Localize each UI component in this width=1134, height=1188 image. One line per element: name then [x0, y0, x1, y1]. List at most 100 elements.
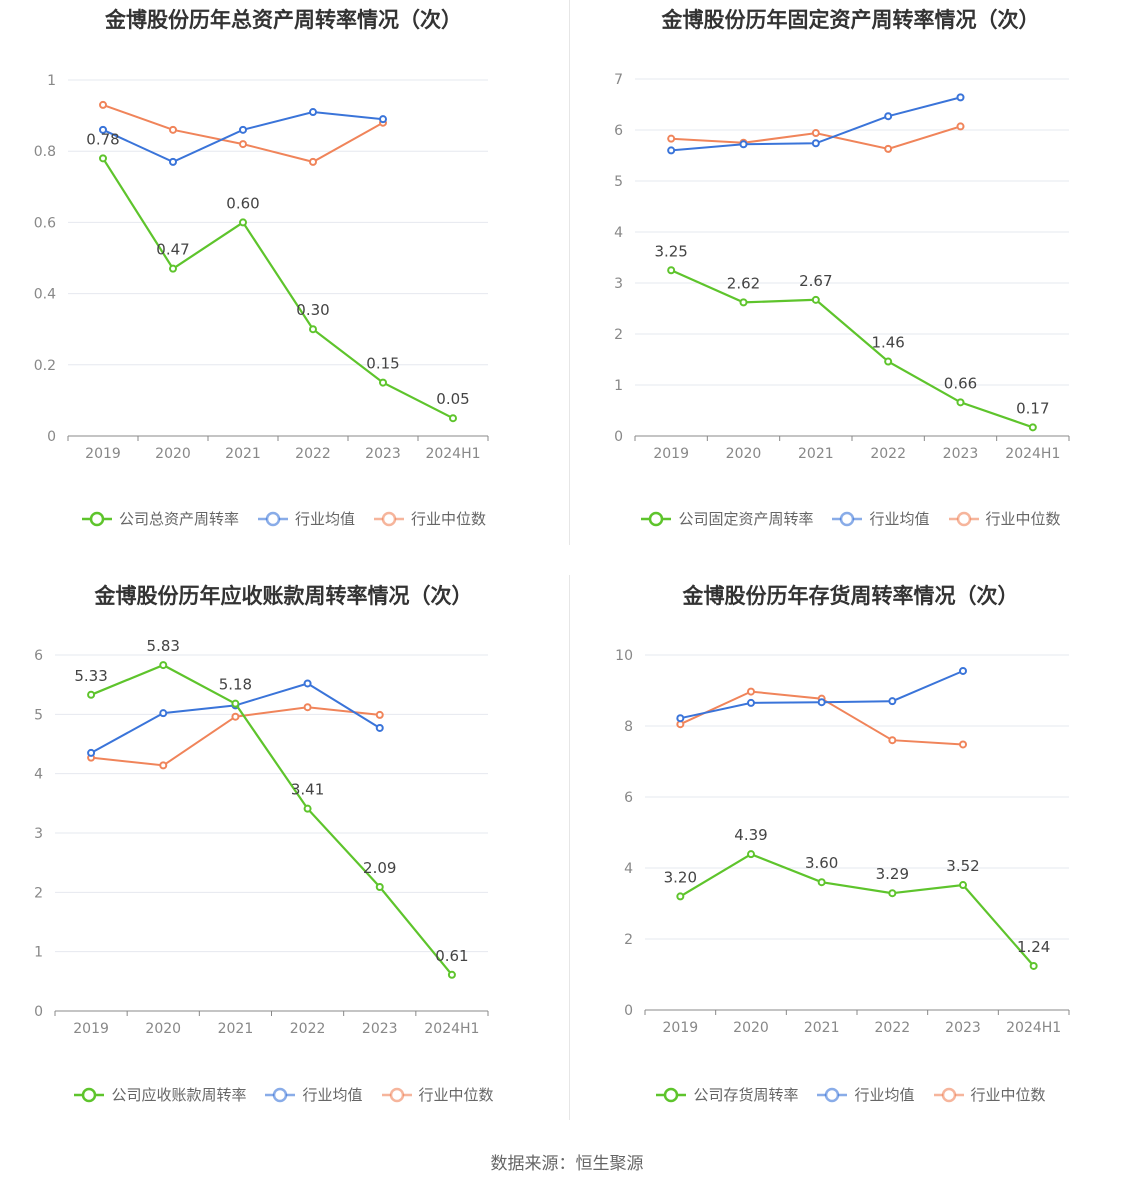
y-tick-label: 0.6: [34, 215, 56, 231]
x-tick-label: 2020: [733, 1020, 769, 1036]
legend-item-company[interactable]: 公司总资产周转率: [81, 508, 239, 529]
data-point-avg: [99, 125, 107, 134]
legend-label: 行业中位数: [970, 1086, 1046, 1104]
data-point-company: [239, 218, 247, 227]
x-tick-label: 2022: [295, 446, 331, 462]
legend-label: 公司应收账款周转率: [111, 1086, 247, 1104]
data-point-avg: [87, 748, 96, 757]
y-tick-label: 6: [34, 648, 43, 664]
chart-title: 金博股份历年存货周转率情况（次）: [682, 584, 1019, 608]
legend-line-icon: [641, 511, 672, 526]
chart-title: 金博股份历年总资产周转率情况（次）: [105, 8, 462, 32]
y-tick-label: 4: [614, 225, 623, 241]
data-label: 3.25: [654, 242, 687, 260]
legend-item-company[interactable]: 公司应收账款周转率: [73, 1084, 246, 1105]
data-label: 3.52: [946, 857, 979, 875]
data-point-avg: [676, 714, 685, 723]
y-tick-label: 3: [614, 276, 623, 292]
y-tick-label: 2: [614, 327, 623, 343]
chart-inventory-turnover: 金博股份历年存货周转率情况（次） 0 2 4 6 8 10 2019 2020 2021 2022…: [567, 576, 1134, 1152]
chart-total-asset-turnover: 金博股份历年总资产周转率情况（次） 0 0.2 0.4 0.6 0.8 1 2019 2020…: [0, 0, 567, 576]
legend-marker: [941, 1087, 956, 1102]
legend-marker: [664, 1087, 679, 1102]
legend-line-icon: [817, 1087, 848, 1102]
data-point-median: [169, 125, 177, 134]
y-tick-label: 0: [624, 1003, 633, 1019]
y-tick-label: 1: [34, 945, 43, 961]
legend-marker: [649, 511, 664, 526]
legend-marker: [381, 511, 397, 526]
legend-item-company[interactable]: 公司固定资产周转率: [640, 508, 813, 529]
legend-item-median[interactable]: 行业中位数: [381, 1084, 494, 1105]
data-point-avg: [811, 139, 820, 148]
x-tick-label: 2024H1: [424, 1021, 479, 1037]
series-line-company: [679, 852, 1035, 967]
y-tick-label: 0: [614, 429, 623, 445]
data-label: 0.47: [156, 241, 189, 259]
data-label: 2.09: [363, 859, 396, 877]
y-tick-label: 5: [34, 707, 43, 723]
data-point-avg: [817, 698, 826, 707]
data-point-avg: [884, 112, 893, 121]
data-point-company: [884, 357, 893, 366]
x-tick-label: 2023: [362, 1021, 398, 1037]
y-tick-label: 2: [624, 932, 633, 948]
x-tick-label: 2022: [290, 1021, 326, 1037]
y-tick-label: 1: [47, 73, 56, 89]
data-point-company: [817, 878, 826, 887]
legend-marker: [389, 1087, 404, 1102]
legend-label: 公司固定资产周转率: [678, 510, 814, 528]
data-point-company: [747, 850, 755, 859]
series-line-company: [102, 157, 454, 420]
data-point-avg: [375, 723, 384, 732]
legend-item-company[interactable]: 公司存货周转率: [655, 1084, 798, 1105]
data-point-avg: [239, 125, 247, 134]
legend-item-median[interactable]: 行业中位数: [948, 508, 1061, 529]
x-tick-label: 2021: [225, 446, 261, 462]
data-point-company: [303, 804, 312, 813]
data-point-avg: [309, 108, 317, 117]
chart-receivables-turnover: 金博股份历年应收账款周转率情况（次） 0 1 2 3 4 5 6 2019 2020 2021 20…: [0, 576, 567, 1152]
chart-plot: 0 0.2 0.4 0.6 0.8 1 2019 2020 2021 2022 2023 2024H1…: [34, 73, 489, 462]
data-point-avg: [739, 140, 748, 149]
y-tick-label: 6: [614, 123, 623, 139]
y-tick-label: 6: [624, 790, 633, 806]
chart-legend: 公司应收账款周转率 行业均值 行业中位数: [0, 1084, 567, 1105]
data-point-avg: [667, 146, 676, 155]
chart-legend: 公司固定资产周转率 行业均值 行业中位数: [567, 508, 1134, 529]
data-label: 0.15: [366, 355, 399, 373]
data-label: 2.67: [799, 272, 832, 290]
legend-line-icon: [933, 1087, 964, 1102]
legend-label: 行业均值: [302, 1086, 363, 1104]
legend-label: 行业均值: [869, 510, 930, 528]
legend-label: 行业均值: [854, 1086, 915, 1104]
legend-line-icon: [81, 511, 112, 526]
legend-line-icon: [656, 1087, 687, 1102]
legend-label: 行业中位数: [411, 510, 487, 528]
data-point-company: [449, 414, 457, 423]
legend-item-avg[interactable]: 行业均值: [816, 1084, 915, 1105]
data-label: 2.62: [727, 274, 760, 292]
legend-item-avg[interactable]: 行业均值: [831, 508, 930, 529]
data-point-median: [667, 134, 676, 143]
x-tick-label: 2020: [145, 1021, 181, 1037]
legend-marker: [265, 511, 281, 526]
data-point-company: [231, 699, 240, 708]
legend-item-avg[interactable]: 行业均值: [264, 1084, 363, 1105]
legend-item-median[interactable]: 行业中位数: [933, 1084, 1046, 1105]
x-tick-label: 2024H1: [1006, 1020, 1061, 1036]
legend-line-icon: [832, 511, 863, 526]
legend-item-avg[interactable]: 行业均值: [257, 508, 355, 529]
x-tick-label: 2020: [726, 446, 762, 462]
data-point-avg: [303, 679, 312, 688]
data-label: 1.24: [1017, 938, 1050, 956]
legend-item-median[interactable]: 行业中位数: [373, 508, 486, 529]
data-point-company: [888, 889, 897, 898]
divider: [569, 575, 570, 1120]
legend-line-icon: [257, 511, 288, 526]
data-label: 0.66: [944, 374, 977, 392]
y-tick-label: 5: [614, 174, 623, 190]
data-point-company: [159, 661, 168, 670]
data-point-company: [169, 264, 177, 273]
chart-title: 金博股份历年固定资产周转率情况（次）: [661, 8, 1040, 32]
